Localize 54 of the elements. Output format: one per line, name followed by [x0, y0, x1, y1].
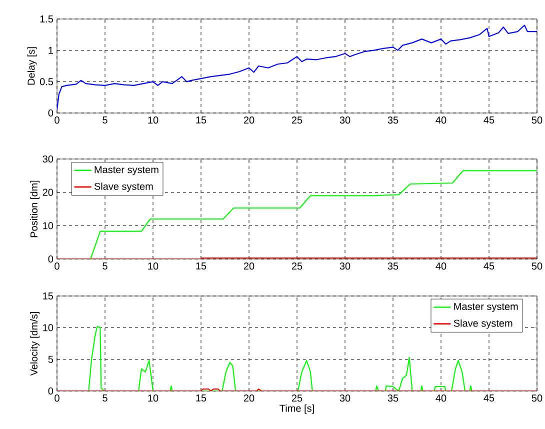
y-tick-label: 1.5 — [40, 16, 54, 22]
y-tick-label: 0 — [48, 255, 54, 263]
x-tick-label: 0 — [54, 116, 60, 124]
x-tick-label: 5 — [102, 262, 108, 270]
x-tick-label: 50 — [532, 394, 542, 402]
y-tick-label: 5 — [48, 356, 54, 363]
x-tick-label: 25 — [292, 262, 302, 270]
y-tick-label: 1 — [48, 46, 53, 54]
x-tick-label: 45 — [484, 116, 494, 124]
x-tick-label: 35 — [388, 116, 398, 124]
x-tick-label: 45 — [484, 394, 494, 402]
y-tick-label: 0 — [48, 109, 54, 117]
y-axis-title: Delay [s] — [27, 47, 37, 85]
x-tick-label: 30 — [340, 116, 350, 124]
y-axis-title: Velocity [dm/s] — [30, 312, 40, 376]
y-tick-label: 15 — [43, 292, 54, 300]
x-tick-label: 40 — [436, 116, 446, 124]
x-tick-label: 25 — [292, 116, 302, 124]
line-series — [57, 24, 538, 110]
legend-label: Master system — [94, 166, 158, 176]
x-tick-label: 45 — [484, 262, 494, 270]
x-axis-title: Time [s] — [280, 404, 314, 414]
x-tick-label: 35 — [388, 262, 398, 270]
x-tick-label: 5 — [102, 394, 108, 402]
x-tick-label: 10 — [148, 116, 158, 124]
x-tick-label: 15 — [196, 394, 206, 402]
x-tick-label: 20 — [244, 116, 254, 124]
x-tick-label: 10 — [148, 262, 158, 270]
y-tick-label: 20 — [42, 188, 54, 196]
x-tick-label: 0 — [54, 394, 60, 402]
y-tick-label: 0 — [48, 387, 54, 395]
x-tick-label: 15 — [196, 116, 206, 124]
x-tick-label: 40 — [436, 262, 446, 270]
y-tick-label: 30 — [42, 155, 54, 163]
x-tick-label: 15 — [196, 262, 206, 270]
x-tick-label: 0 — [54, 262, 60, 270]
x-tick-label: 50 — [532, 262, 542, 270]
x-tick-label: 5 — [102, 116, 108, 124]
x-tick-label: 30 — [340, 394, 350, 402]
x-tick-label: 25 — [292, 394, 302, 402]
legend-label: Slave system — [454, 319, 512, 329]
x-tick-label: 10 — [148, 394, 158, 402]
y-axis-title: Position [dm] — [30, 180, 40, 238]
x-tick-label: 20 — [244, 394, 254, 402]
legend-label: Master system — [454, 303, 518, 312]
y-tick-label: 10 — [43, 222, 54, 230]
x-tick-label: 30 — [340, 262, 350, 270]
x-tick-label: 50 — [532, 116, 542, 124]
x-tick-label: 35 — [388, 394, 398, 402]
y-tick-label: 10 — [43, 324, 54, 332]
legend-label: Slave system — [94, 182, 153, 192]
y-tick-label: 0.5 — [40, 78, 54, 86]
x-tick-label: 20 — [244, 262, 254, 270]
x-tick-label: 40 — [436, 394, 446, 402]
